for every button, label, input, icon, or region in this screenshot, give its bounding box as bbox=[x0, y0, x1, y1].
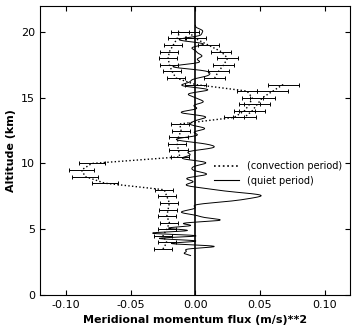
X-axis label: Meridional momentum flux (m/s)**2: Meridional momentum flux (m/s)**2 bbox=[83, 315, 307, 325]
Legend: (convection period), (quiet period): (convection period), (quiet period) bbox=[211, 157, 346, 190]
Y-axis label: Altitude (km): Altitude (km) bbox=[6, 109, 16, 192]
